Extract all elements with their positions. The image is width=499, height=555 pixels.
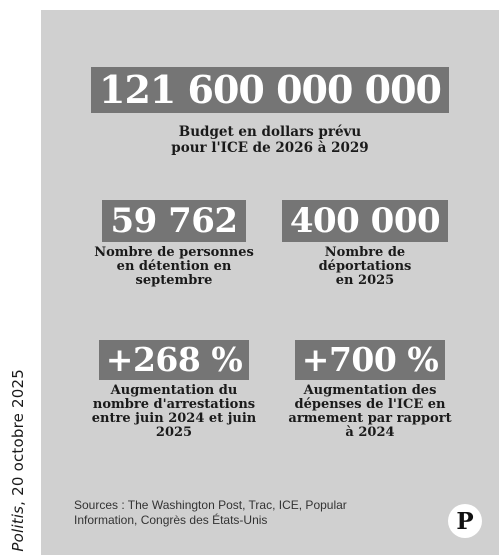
- credit-text: Politis, 20 octobre 2025: [8, 369, 27, 552]
- stat-detention: 59 762 Nombre de personnes en détention …: [83, 200, 265, 288]
- stat-deportations-label: Nombre de déportations en 2025: [318, 245, 412, 288]
- stat-deportations: 400 000 Nombre de déportations en 2025: [271, 200, 459, 288]
- politis-logo: P: [448, 504, 482, 538]
- stat-armament: +700 % Augmentation des dépenses de l'IC…: [281, 340, 459, 440]
- stat-arrests: +268 % Augmentation du nombre d'arrestat…: [87, 340, 261, 440]
- stat-budget-value: 121 600 000 000: [91, 67, 449, 113]
- infographic-panel: 121 600 000 000 Budget en dollars prévu …: [41, 10, 499, 555]
- logo-letter: P: [456, 508, 474, 535]
- stat-arrests-label: Augmentation du nombre d'arrestations en…: [91, 383, 257, 440]
- stat-arrests-value: +268 %: [98, 340, 250, 380]
- stat-armament-label: Augmentation des dépenses de l'ICE en ar…: [288, 383, 452, 440]
- sources-note: Sources : The Washington Post, Trac, ICE…: [74, 498, 347, 527]
- stat-detention-value: 59 762: [102, 200, 246, 242]
- stat-deportations-value: 400 000: [281, 200, 449, 242]
- stat-budget: 121 600 000 000 Budget en dollars prévu …: [41, 67, 499, 156]
- credit-date: , 20 octobre 2025: [8, 369, 27, 507]
- stat-armament-value: +700 %: [294, 340, 446, 380]
- stat-detention-label: Nombre de personnes en détention en sept…: [94, 245, 254, 288]
- credit-source-name: Politis: [8, 506, 27, 552]
- stat-budget-label: Budget en dollars prévu pour l'ICE de 20…: [171, 124, 369, 156]
- side-credit: Politis, 20 octobre 2025: [8, 362, 28, 552]
